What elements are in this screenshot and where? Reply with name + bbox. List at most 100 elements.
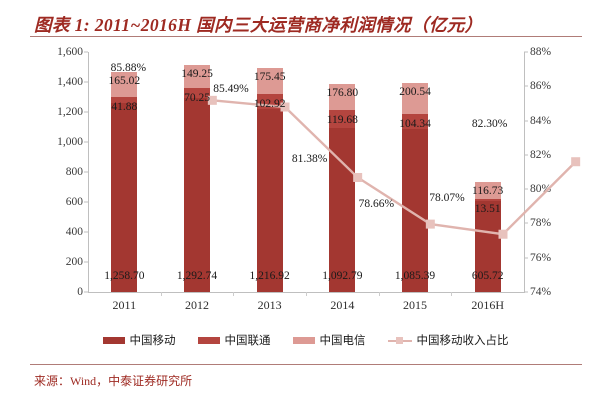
line-value-label: 82.30% [471,117,508,130]
page-title: 图表 1: 2011~2016H 国内三大运营商净利润情况（亿元） [34,15,483,35]
bar-value-label-mobile: 1,258.70 [104,270,145,282]
left-axis-tick-label: 400 [65,226,83,238]
bar-segment [111,72,138,97]
right-axis-tick-label: 82% [530,148,552,161]
left-axis-tick-mark [84,261,88,263]
footer-divider [30,364,582,365]
bar-value-label-telecom: 176.80 [326,86,359,99]
x-axis-tick-label: 2015 [403,298,427,312]
bar-segment [256,67,283,95]
legend-item[interactable]: 中国联通 [197,332,271,348]
right-axis-tick-mark [524,188,528,190]
bar-segment [474,201,501,292]
left-axis-tick-mark [84,201,88,203]
line-value-label: 78.07% [429,192,465,205]
bar-value-label-telecom: 165.02 [108,75,141,88]
x-axis-tick-label: 2013 [257,298,282,312]
left-axis-tick-label: 800 [65,166,83,178]
left-axis-tick-label: 0 [77,286,83,298]
category-separator [160,292,162,296]
percentage-line-series [207,95,581,239]
left-axis-tick-label: 200 [65,256,83,268]
left-axis-tick-label: 1,400 [57,76,83,88]
bar-segment [402,83,428,114]
legend-label: 中国电信 [319,335,366,347]
bar-value-label-mobile: 1,292.74 [176,270,218,282]
right-axis-tick-label: 74% [530,286,552,298]
legend-color-swatch [102,336,125,344]
legend-item[interactable]: 中国移动 [102,332,176,348]
left-axis-tick-mark [84,141,88,143]
bar-value-label-unicom: 102.92 [253,98,286,111]
right-axis-tick-label: 78% [530,217,552,230]
chart-legend: 中国移动 中国联通 中国电信 中国移动收入占比 [0,332,611,348]
left-axis-tick-label: 1,000 [57,136,83,148]
right-axis-tick-mark [524,257,528,259]
x-axis-tick-label: 2014 [330,298,355,312]
line-value-label: 81.38% [291,153,328,166]
bar-segment [111,96,138,104]
plot-area: 0 200 400 600 800 1,000 1,200 1,400 1,600 74% 76%… [57,46,581,298]
bar-value-label-unicom: 104.34 [399,117,431,130]
left-axis-tick-label: 1,200 [57,106,83,118]
left-axis-tick-mark [84,51,88,53]
left-axis-tick-label: 1,600 [57,46,83,58]
left-axis-tick-label: 600 [65,196,83,208]
bar-value-label-telecom: 116.73 [472,184,504,197]
line-value-label: 85.49% [213,83,249,96]
bar-value-label-telecom: 149.25 [181,68,213,81]
legend-color-swatch [197,336,220,344]
line-value-label: 85.88% [110,62,147,75]
source-note: 来源：Wind，中泰证券研究所 [34,374,193,388]
legend-item[interactable]: 中国电信 [292,332,366,348]
bar-value-label-unicom: 119.68 [326,114,358,127]
bar-value-label-mobile: 605.72 [471,270,504,282]
bar-segment [402,113,428,130]
line-path [212,99,577,236]
category-separator [233,292,235,296]
bar-segment [329,110,356,129]
legend-item[interactable]: 中国移动收入占比 [387,332,509,348]
category-separator [378,292,380,296]
bar-segment [474,181,501,200]
bar-segment [474,199,501,202]
title-divider [30,36,582,37]
line-marker [280,102,290,112]
right-axis-tick-mark [524,222,528,224]
bar-value-label-unicom: 41.88 [111,100,138,113]
left-axis-tick-mark [84,291,88,293]
bar-segment [184,87,210,99]
legend-label: 中国联通 [224,335,271,347]
bar-segment [329,83,356,111]
right-axis-tick-mark [524,120,528,122]
line-value-label: 78.66% [358,198,395,211]
right-axis-tick-label: 86% [530,80,552,93]
right-axis-tick-mark [524,291,528,293]
left-axis-line [88,52,89,292]
right-axis-line [524,52,525,292]
left-axis-tick-mark [84,81,88,83]
bar-value-label-unicom: 70.25 [184,91,210,104]
left-axis-tick-mark [84,111,88,113]
line-marker [498,229,508,239]
category-separator [306,292,307,296]
bar-value-label-mobile: 1,085.39 [394,270,436,282]
legend-label: 中国移动收入占比 [416,335,509,347]
x-axis-tick-label: 2016H [471,298,504,312]
right-axis-tick-mark [524,85,528,87]
bar-value-label-unicom: 13.51 [474,203,501,216]
right-axis-tick-label: 88% [530,46,552,58]
bar-value-label-mobile: 1,092.79 [322,270,363,282]
line-marker [207,95,217,105]
line-marker [353,172,363,182]
line-marker [571,157,581,167]
chart-canvas: 0 200 400 600 800 1,000 1,200 1,400 1,600 74% 76%… [0,40,611,360]
right-axis-tick-label: 76% [530,251,552,264]
right-axis-tick-mark [524,51,528,53]
bar-segment [256,109,283,292]
legend-line-marker-icon [387,336,412,344]
x-axis-tick-label: 2011 [112,298,137,312]
left-axis-tick-mark [84,171,88,173]
x-axis-tick-label: 2012 [185,298,209,312]
bar-segment [184,98,210,292]
